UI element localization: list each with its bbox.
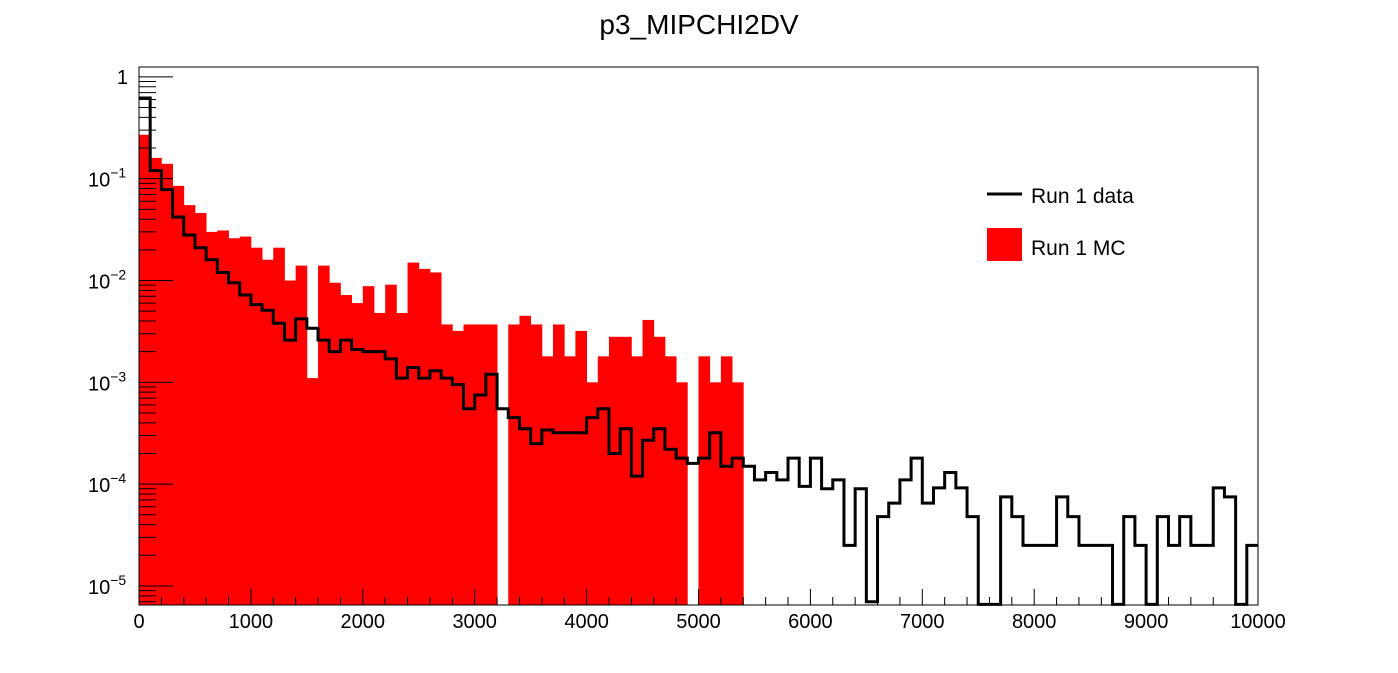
x-tick-label: 5000 bbox=[676, 611, 721, 633]
mc-bar bbox=[508, 324, 520, 605]
mc-bar bbox=[564, 356, 576, 605]
mc-bar bbox=[676, 382, 688, 605]
mc-bar bbox=[284, 280, 297, 605]
legend-label-data: Run 1 data bbox=[1031, 185, 1134, 208]
mc-bar bbox=[351, 303, 364, 605]
data-step-line bbox=[139, 96, 1258, 606]
mc-bar bbox=[318, 265, 330, 605]
mc-bar bbox=[429, 272, 442, 605]
mc-bar bbox=[396, 312, 408, 605]
mc-bar bbox=[295, 265, 308, 605]
mc-bar bbox=[150, 157, 162, 605]
x-tick-label: 1000 bbox=[229, 611, 274, 633]
mc-bar bbox=[262, 259, 274, 605]
mc-bar bbox=[720, 356, 733, 605]
mc-bar bbox=[217, 230, 229, 605]
x-tick-label: 7000 bbox=[900, 611, 945, 633]
mc-bar bbox=[273, 247, 285, 605]
mc-bar bbox=[597, 356, 610, 605]
y-tick-label: 10−4 bbox=[88, 470, 126, 497]
mc-bar bbox=[642, 319, 655, 605]
mc-bar bbox=[161, 163, 173, 605]
x-tick-label: 2000 bbox=[341, 611, 386, 633]
mc-bar bbox=[373, 312, 386, 605]
mc-bar bbox=[407, 262, 420, 605]
mc-bar bbox=[709, 382, 722, 605]
mc-bar bbox=[631, 356, 643, 605]
x-axis: 0 1000 2000 3000 4000 5000 6000 7000 8000 9000 100… bbox=[133, 589, 1286, 633]
mc-bar bbox=[228, 238, 241, 606]
mc-bar bbox=[541, 356, 554, 605]
y-tick-label: 1 bbox=[117, 67, 128, 89]
x-tick-label: 6000 bbox=[788, 611, 833, 633]
y-tick-label: 10−5 bbox=[88, 572, 126, 599]
chart-title: p3_MIPCHI2DV bbox=[599, 9, 799, 40]
legend-label-mc: Run 1 MC bbox=[1031, 237, 1126, 260]
mc-bar bbox=[239, 236, 252, 606]
mc-bar bbox=[653, 336, 666, 605]
y-tick-label: 10−1 bbox=[88, 165, 126, 192]
mc-bar bbox=[463, 324, 476, 605]
mc-bar bbox=[664, 356, 677, 605]
x-tick-label: 0 bbox=[133, 611, 144, 633]
mc-bar bbox=[474, 324, 487, 605]
mc-bar bbox=[385, 284, 397, 605]
x-tick-label: 10000 bbox=[1230, 611, 1286, 633]
mc-bar bbox=[553, 324, 565, 605]
mc-bar bbox=[452, 330, 464, 605]
mc-bar bbox=[340, 295, 353, 605]
mc-bar bbox=[194, 213, 207, 606]
legend-mc-swatch-icon bbox=[987, 228, 1022, 261]
mc-bar bbox=[206, 231, 218, 605]
mc-bar bbox=[441, 324, 453, 605]
mc-bar bbox=[250, 247, 263, 605]
y-tick-label: 10−2 bbox=[88, 267, 126, 294]
x-tick-label: 9000 bbox=[1124, 611, 1169, 633]
y-tick-label: 10−3 bbox=[88, 368, 126, 395]
mc-bar bbox=[586, 382, 599, 605]
mc-bar bbox=[306, 378, 319, 605]
mc-bar bbox=[620, 336, 632, 605]
mc-bar bbox=[139, 134, 151, 605]
plot-frame bbox=[138, 66, 1259, 606]
mc-bar bbox=[172, 185, 185, 605]
mc-bar bbox=[698, 356, 711, 605]
mc-bar bbox=[732, 382, 744, 605]
x-tick-label: 4000 bbox=[564, 611, 609, 633]
mc-bar bbox=[608, 336, 621, 605]
mc-bar bbox=[362, 286, 375, 605]
mc-bar bbox=[329, 282, 341, 605]
mc-bar bbox=[575, 330, 587, 605]
legend: Run 1 data Run 1 MC bbox=[987, 185, 1134, 261]
mc-bar bbox=[530, 324, 543, 605]
mc-bar bbox=[519, 315, 532, 605]
y-axis: 1 10−1 10−2 10−3 10−4 10−5 bbox=[88, 67, 173, 603]
plot-area bbox=[139, 96, 1258, 606]
x-tick-label: 8000 bbox=[1012, 611, 1057, 633]
mc-bar bbox=[485, 324, 498, 605]
mc-bar bbox=[183, 205, 196, 606]
mc-bar bbox=[418, 268, 431, 605]
x-tick-label: 3000 bbox=[452, 611, 497, 633]
